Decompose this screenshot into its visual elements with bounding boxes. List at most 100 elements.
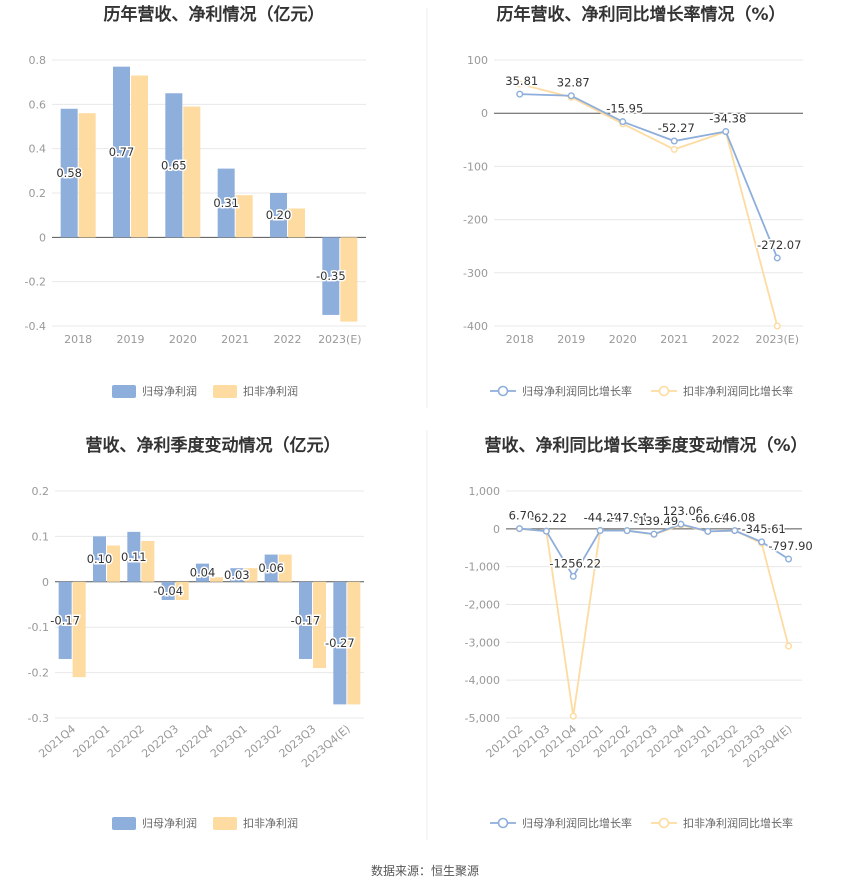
y-tick-label: -300 — [463, 267, 488, 280]
data-label: 0.10 — [87, 552, 113, 566]
x-tick-label: 2023Q1 — [208, 722, 250, 760]
data-label: 0.31 — [213, 196, 239, 210]
x-tick-label: 2023(E) — [318, 333, 362, 346]
bar-secondary — [131, 75, 148, 238]
point-secondary — [569, 712, 577, 720]
data-label: 0.58 — [56, 166, 82, 180]
legend-swatch-marker — [497, 817, 509, 829]
y-tick-label: 0.2 — [32, 485, 50, 498]
point-primary — [596, 527, 604, 535]
y-tick-label: 0.1 — [32, 530, 50, 543]
bar-secondary — [278, 554, 292, 582]
bar-primary — [60, 108, 78, 238]
legend-swatch-marker — [658, 385, 670, 397]
x-tick-label: 2023Q2 — [242, 722, 284, 760]
x-tick-label: 2022 — [274, 333, 302, 346]
point-primary — [722, 127, 730, 135]
y-tick-label: 0 — [42, 576, 49, 589]
data-label: -139.49 — [634, 514, 678, 528]
point-primary — [650, 530, 658, 538]
x-tick-label: 2022Q3 — [139, 722, 181, 760]
point-primary — [515, 525, 523, 533]
x-tick-label: 2021 — [221, 333, 249, 346]
x-tick-label: 2019 — [557, 333, 585, 346]
bar-primary — [299, 581, 312, 659]
point-primary — [623, 527, 631, 535]
bar-secondary — [347, 581, 361, 705]
data-label: -62.22 — [530, 511, 567, 525]
legend-label: 扣非净利润 — [243, 384, 298, 398]
x-tick-label: 2022 — [712, 333, 740, 346]
x-tick-label: 2022Q4 — [174, 722, 216, 760]
y-tick-label: 1,000 — [469, 485, 501, 498]
y-tick-label: -0.3 — [28, 712, 49, 725]
x-tick-label: 2019 — [117, 333, 145, 346]
y-tick-label: -0.1 — [28, 621, 49, 634]
point-secondary — [785, 642, 793, 650]
point-primary — [567, 92, 575, 100]
annual-profit-title: 历年营收、净利情况（亿元） — [104, 4, 325, 25]
legend-label: 扣非净利润 — [243, 816, 298, 830]
data-label: -0.17 — [291, 613, 321, 627]
point-primary — [569, 572, 577, 580]
legend-swatch — [213, 817, 237, 830]
bar-primary — [196, 563, 209, 582]
point-secondary — [516, 80, 524, 88]
annual-growth-chart: 历年营收、净利同比增长率情况（%） 100 0 -100 -200 -300 -400 201… — [463, 4, 803, 398]
bar-primary — [58, 581, 72, 659]
x-tick-label: 2018 — [506, 333, 534, 346]
point-primary — [619, 118, 627, 126]
x-tick-label: 2021 — [660, 333, 688, 346]
bar-primary — [217, 168, 235, 238]
y-tick-label: -100 — [463, 160, 488, 173]
data-label: -345.61 — [741, 522, 785, 536]
y-tick-label: -0.2 — [25, 276, 46, 289]
y-tick-label: 0 — [481, 107, 488, 120]
legend-label: 归母净利润同比增长率 — [522, 816, 632, 830]
bar-secondary — [72, 581, 86, 678]
bar-secondary — [313, 581, 326, 669]
bar-secondary — [107, 545, 120, 582]
bar-secondary — [235, 195, 253, 238]
y-tick-label: -1,000 — [465, 561, 500, 574]
bar-primary — [113, 66, 130, 238]
annual-growth-title: 历年营收、净利同比增长率情况（%） — [496, 4, 785, 25]
bar-primary — [270, 193, 287, 238]
legend-swatch-marker — [497, 385, 509, 397]
data-label: -0.27 — [325, 636, 355, 650]
data-label: 32.87 — [557, 76, 590, 90]
y-tick-label: -400 — [463, 320, 488, 333]
data-label: 0.03 — [224, 568, 250, 582]
data-label: 0.77 — [109, 145, 135, 159]
data-label: 0.06 — [258, 561, 284, 575]
legend-swatch — [112, 385, 136, 398]
point-primary — [773, 254, 781, 262]
data-label: -0.17 — [50, 613, 80, 627]
y-tick-label: 0.6 — [29, 98, 47, 111]
data-label: -272.07 — [757, 238, 801, 252]
legend-swatch — [112, 817, 136, 830]
legend-label: 归母净利润 — [142, 384, 197, 398]
bar-primary — [230, 568, 244, 582]
bar-primary — [165, 93, 183, 238]
data-label: 35.81 — [505, 74, 538, 88]
data-label: 123.06 — [663, 504, 703, 518]
bar-secondary — [244, 568, 258, 582]
data-label: -46.08 — [718, 511, 755, 525]
data-label: 6.70 — [509, 509, 535, 523]
y-tick-label: -4,000 — [465, 674, 500, 687]
x-tick-label: 2020 — [609, 333, 637, 346]
point-secondary — [773, 322, 781, 330]
y-tick-label: -5,000 — [465, 712, 500, 725]
point-secondary — [670, 145, 678, 153]
bar-secondary — [340, 237, 358, 322]
y-tick-label: 100 — [467, 54, 488, 67]
data-label: -44.28 — [584, 511, 621, 525]
data-label: -1256.22 — [549, 556, 601, 570]
bar-primary — [322, 237, 340, 315]
point-primary — [516, 90, 524, 98]
bar-primary — [264, 554, 278, 582]
y-tick-label: 0.2 — [29, 187, 47, 200]
quarterly-growth-chart: 营收、净利同比增长率季度变动情况（%） 1,000 0 -1,000 -2,000 -3,… — [465, 435, 815, 830]
